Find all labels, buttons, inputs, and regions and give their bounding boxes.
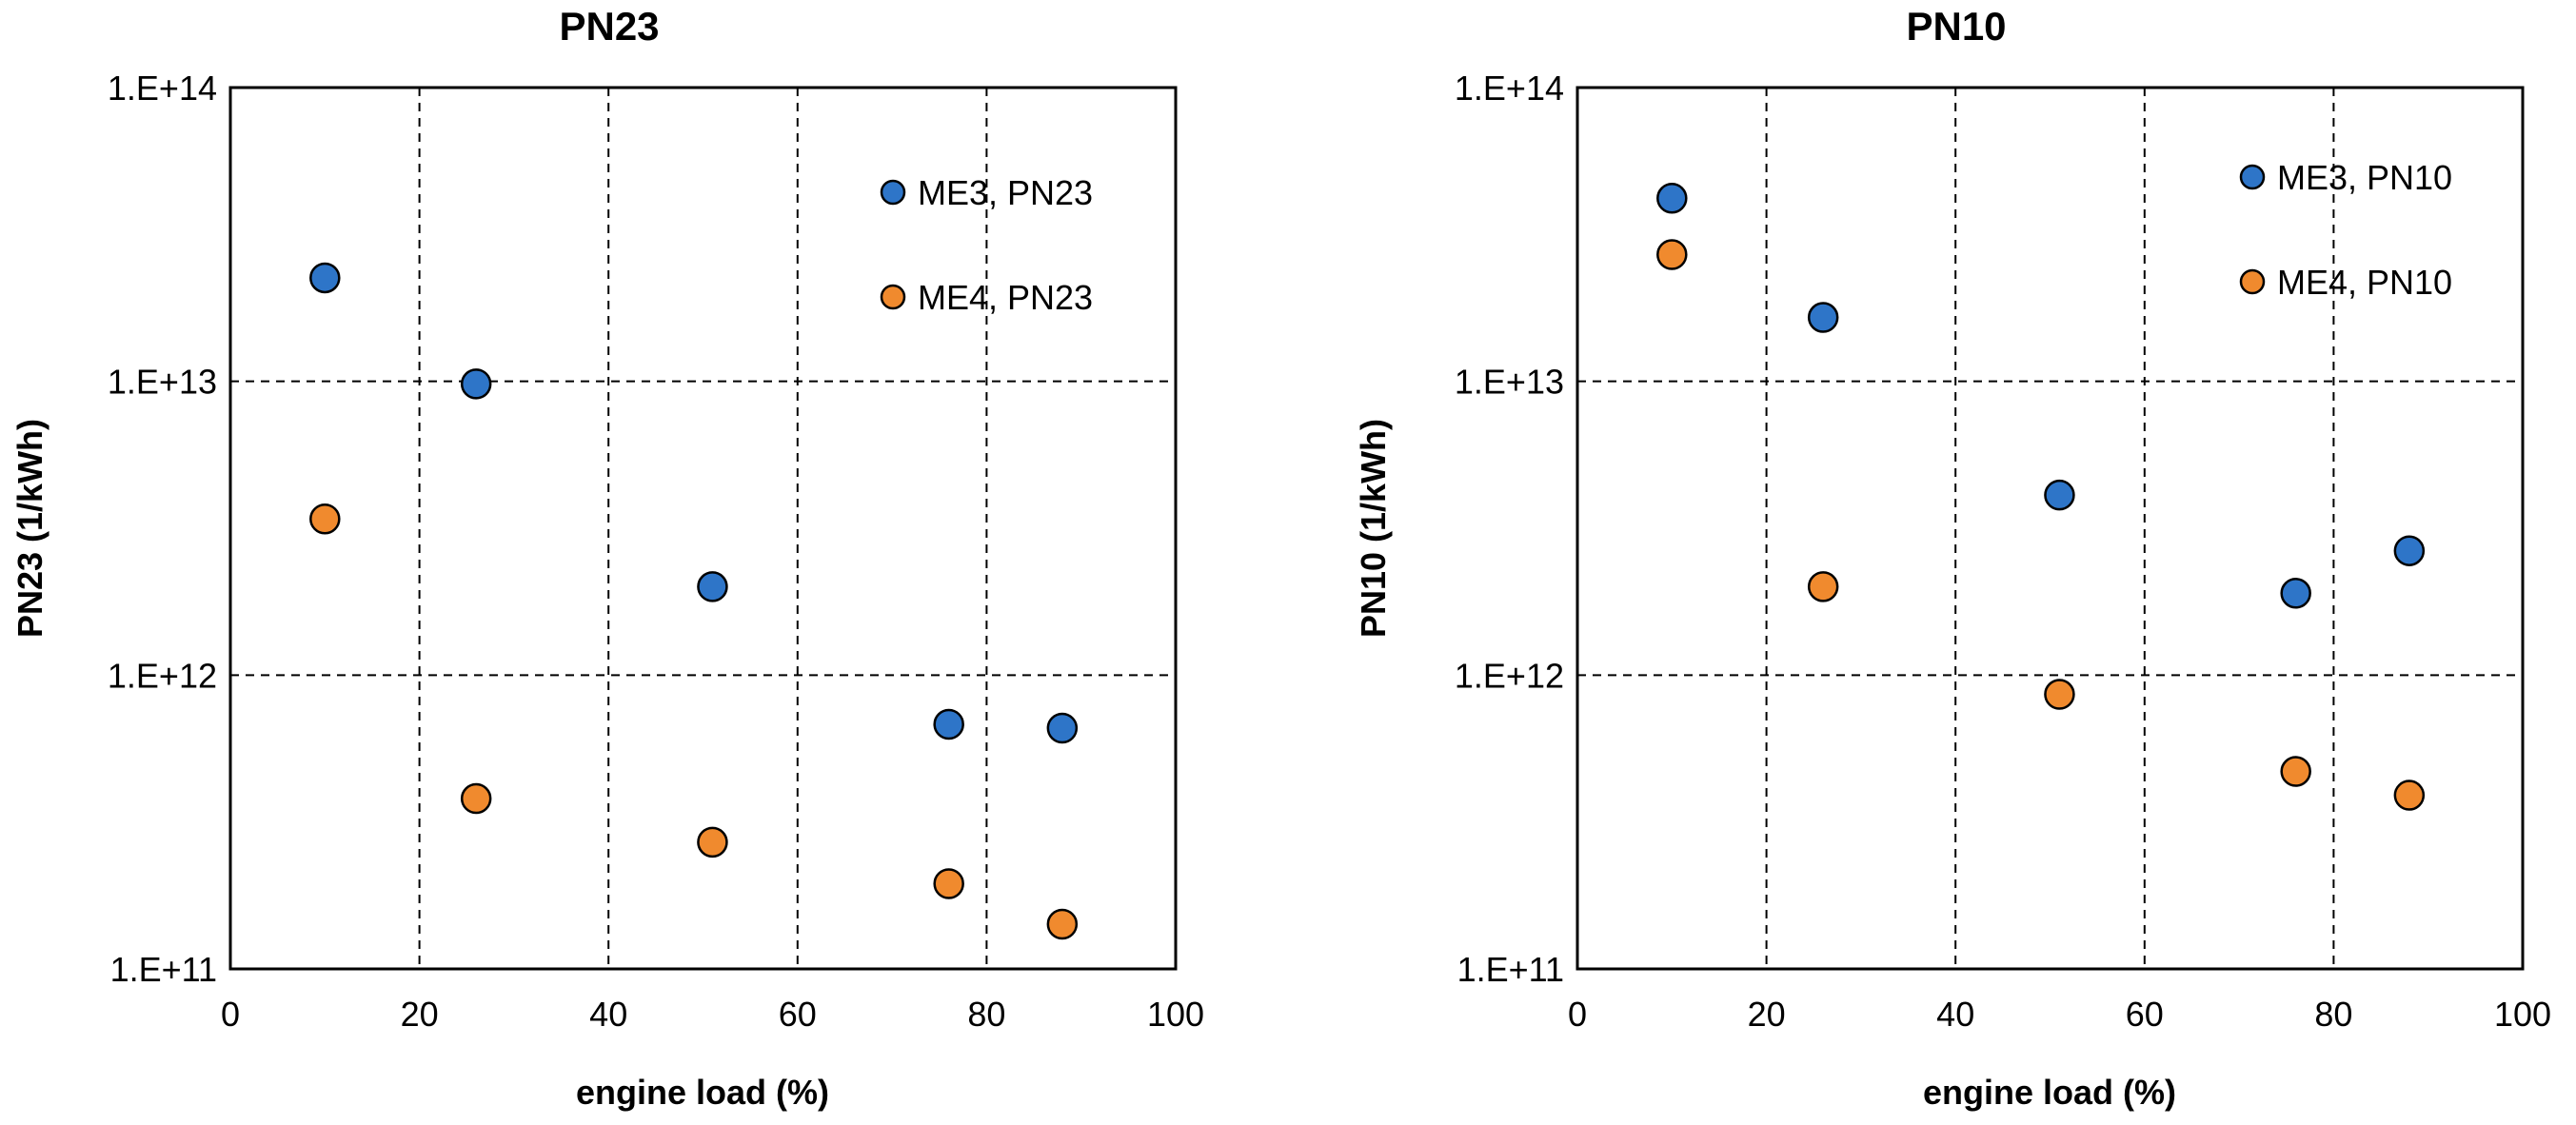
me3-data-point bbox=[1046, 712, 1079, 744]
x-tick-label: 100 bbox=[1147, 995, 1204, 1034]
legend: ME3, PN23 ME4, PN23 bbox=[880, 173, 1093, 317]
plot-area: 0 20 40 60 80 100 1.E+11 1.E+12 1.E+13 1.E+14 bbox=[1455, 69, 2551, 1034]
y-tick-label: 1.E+11 bbox=[1457, 950, 1564, 989]
me3-data-point bbox=[933, 708, 964, 740]
me4-data-point bbox=[1807, 571, 1839, 602]
me3-data-point bbox=[2280, 578, 2311, 609]
x-tick-label: 100 bbox=[2494, 995, 2551, 1034]
me3-data-point bbox=[697, 571, 728, 602]
x-tick-label: 80 bbox=[2314, 995, 2352, 1034]
x-axis-label: engine load (%) bbox=[576, 1073, 829, 1112]
x-tick-label: 80 bbox=[967, 995, 1005, 1034]
y-tick-label: 1.E+14 bbox=[108, 69, 217, 108]
me3-data-point bbox=[460, 368, 492, 400]
me4-data-point bbox=[933, 868, 964, 899]
me3-data-point bbox=[2393, 535, 2426, 566]
chart-title: PN10 bbox=[1906, 4, 2006, 49]
me4-data-point bbox=[2044, 679, 2075, 710]
me4-data-point bbox=[1656, 239, 1688, 270]
x-tick-label: 20 bbox=[401, 995, 439, 1034]
me4-data-point bbox=[2280, 756, 2311, 787]
me4-data-point bbox=[1046, 908, 1079, 940]
y-tick-label: 1.E+13 bbox=[108, 363, 217, 402]
y-tick-label: 1.E+13 bbox=[1455, 363, 1564, 402]
legend-marker-me4 bbox=[2239, 268, 2266, 295]
me3-data-point bbox=[309, 262, 341, 294]
legend-marker-me3 bbox=[2239, 164, 2266, 190]
y-tick-label: 1.E+11 bbox=[110, 950, 217, 989]
x-tick-label: 60 bbox=[2126, 995, 2164, 1034]
legend-label-me4: ME4, PN10 bbox=[2277, 263, 2452, 302]
plot-area: 0 20 40 60 80 100 1.E+11 1.E+12 1.E+13 1.E+14 bbox=[108, 69, 1204, 1034]
me4-data-point bbox=[697, 826, 728, 859]
x-tick-label: 0 bbox=[1568, 995, 1587, 1034]
y-tick-label: 1.E+14 bbox=[1455, 69, 1564, 108]
legend: ME3, PN10 ME4, PN10 bbox=[2239, 158, 2452, 302]
y-tick-label: 1.E+12 bbox=[108, 656, 217, 695]
chart-pn10: PN10 0 20 40 60 80 100 1.E+11 1.E+12 1.E+13 1.E+1… bbox=[1354, 4, 2551, 1112]
legend-label-me3: ME3, PN10 bbox=[2277, 158, 2452, 197]
y-axis-label: PN10 (1/kWh) bbox=[1354, 419, 1393, 638]
me3-data-point bbox=[1807, 302, 1839, 333]
plot-frame bbox=[1575, 86, 2525, 971]
chart-title: PN23 bbox=[559, 4, 659, 49]
me4-data-point bbox=[309, 503, 341, 535]
y-tick-label: 1.E+12 bbox=[1455, 656, 1564, 695]
me3-data-point bbox=[1656, 183, 1688, 214]
y-axis-label: PN23 (1/kWh) bbox=[10, 419, 50, 638]
x-axis-label: engine load (%) bbox=[1923, 1073, 2176, 1112]
plot-frame bbox=[228, 86, 1178, 971]
x-tick-label: 40 bbox=[589, 995, 627, 1034]
me3-data-point bbox=[2044, 479, 2075, 511]
legend-label-me3: ME3, PN23 bbox=[918, 173, 1093, 212]
chart-pn23: PN23 0 20 40 60 80 100 1.E+11 1.E+12 1.E+13 1.E+1… bbox=[10, 4, 1204, 1112]
x-tick-label: 60 bbox=[779, 995, 817, 1034]
x-tick-label: 0 bbox=[221, 995, 240, 1034]
x-tick-label: 40 bbox=[1936, 995, 1974, 1034]
x-tick-label: 20 bbox=[1748, 995, 1786, 1034]
legend-label-me4: ME4, PN23 bbox=[918, 278, 1093, 317]
me4-data-point bbox=[460, 782, 492, 815]
legend-marker-me3 bbox=[880, 179, 906, 206]
legend-marker-me4 bbox=[880, 284, 906, 310]
me4-data-point bbox=[2393, 780, 2426, 811]
